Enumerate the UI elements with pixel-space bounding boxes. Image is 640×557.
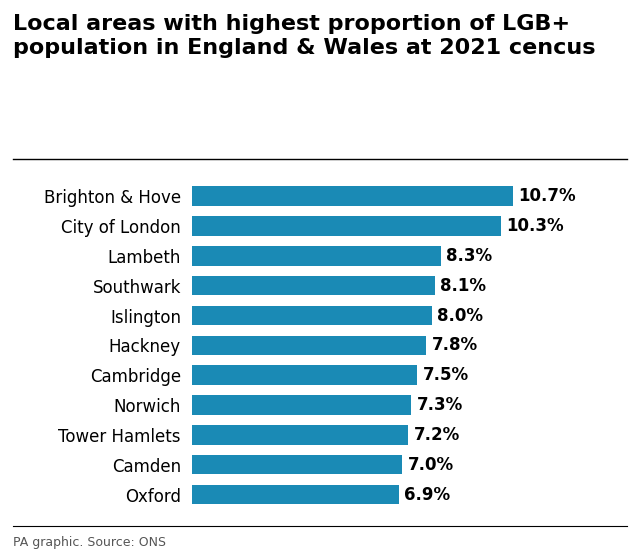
Bar	[192, 216, 501, 236]
Bar	[192, 246, 441, 266]
Text: 10.7%: 10.7%	[518, 187, 576, 205]
Text: 7.8%: 7.8%	[431, 336, 477, 354]
Bar	[192, 306, 432, 325]
Text: 8.1%: 8.1%	[440, 277, 486, 295]
Text: 7.5%: 7.5%	[422, 366, 468, 384]
Bar	[192, 187, 513, 206]
Text: 10.3%: 10.3%	[506, 217, 564, 235]
Bar	[192, 336, 426, 355]
Text: 8.0%: 8.0%	[437, 306, 483, 325]
Text: 7.3%: 7.3%	[417, 396, 463, 414]
Text: 7.0%: 7.0%	[408, 456, 454, 473]
Bar	[192, 276, 435, 295]
Text: 7.2%: 7.2%	[413, 426, 460, 444]
Bar	[192, 485, 399, 504]
Bar	[192, 425, 408, 444]
Bar	[192, 365, 417, 385]
Text: 6.9%: 6.9%	[404, 486, 451, 504]
Text: 8.3%: 8.3%	[447, 247, 493, 265]
Bar	[192, 395, 411, 415]
Text: PA graphic. Source: ONS: PA graphic. Source: ONS	[13, 536, 166, 549]
Text: Local areas with highest proportion of LGB+
population in England & Wales at 202: Local areas with highest proportion of L…	[13, 14, 595, 58]
Bar	[192, 455, 402, 475]
